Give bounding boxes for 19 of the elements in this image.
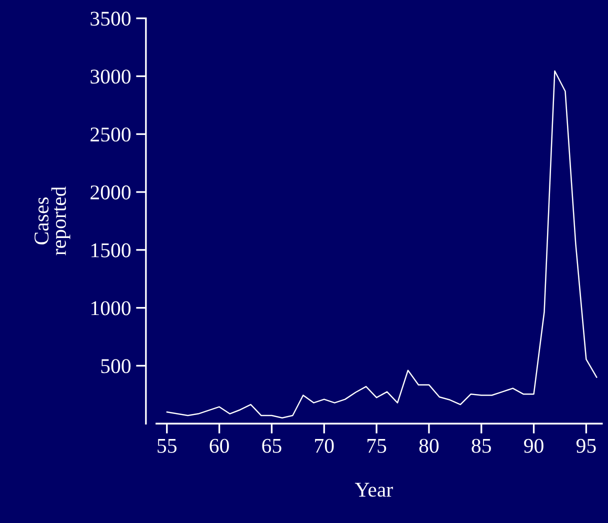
x-tick-label: 80 <box>419 438 439 453</box>
x-tick-label: 65 <box>262 438 282 453</box>
x-tick-label: 95 <box>576 438 596 453</box>
x-tick-label: 90 <box>524 438 544 453</box>
y-tick-label: 1000 <box>92 301 131 316</box>
y-tick-label: 3000 <box>90 70 131 84</box>
x-tick-label: 85 <box>472 438 491 453</box>
y-tick-label: 500 <box>101 359 131 374</box>
x-tick-label: 55 <box>158 439 176 453</box>
x-tick-label: 60 <box>210 438 229 453</box>
line-series <box>166 70 598 418</box>
x-tick-label: 70 <box>315 438 334 453</box>
y-tick-label: 2500 <box>90 127 131 142</box>
y-tick-label: 2000 <box>90 185 131 200</box>
y-tick-label: 1500 <box>92 243 131 258</box>
x-tick-label: 75 <box>368 439 386 453</box>
y-tick-label: 3500 <box>90 12 131 26</box>
y-axis-title: Cases reported <box>34 186 70 256</box>
x-axis-title: Year <box>354 482 393 497</box>
